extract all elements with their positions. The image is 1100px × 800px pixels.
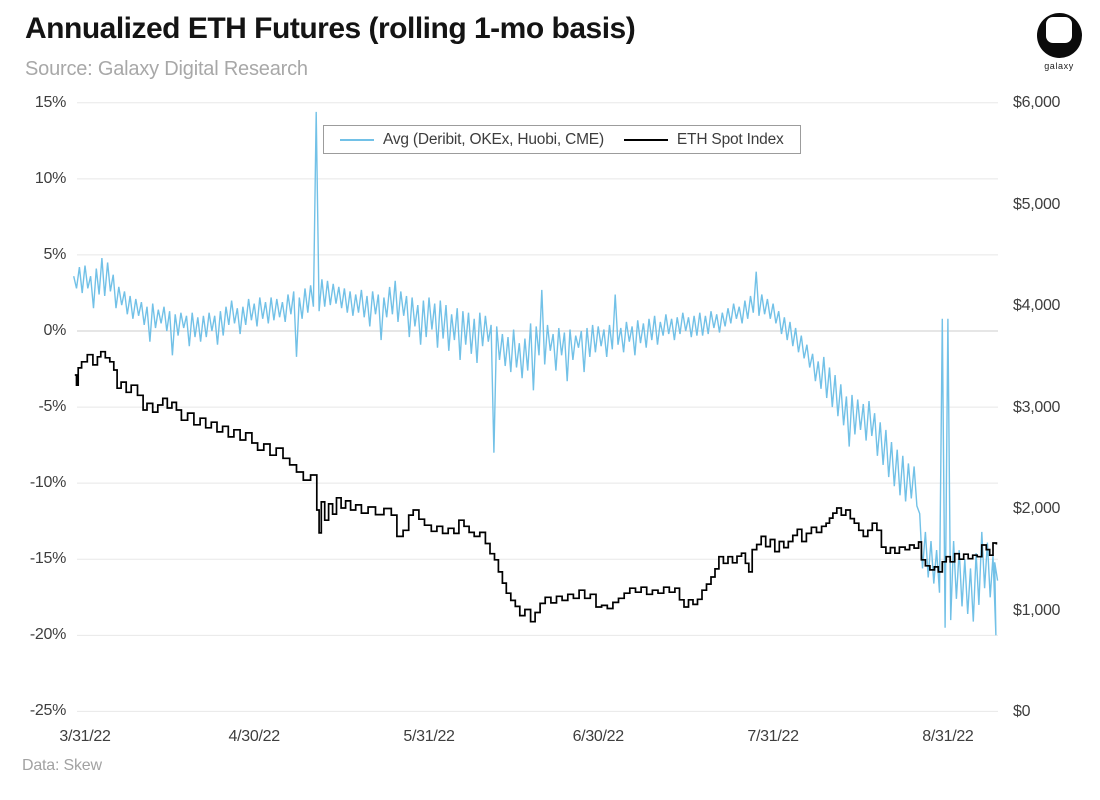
- y-axis-right-tick: $1,000: [1013, 601, 1061, 619]
- x-axis-tick: 4/30/22: [228, 728, 281, 745]
- y-axis-right-tick: $6,000: [1013, 94, 1061, 112]
- y-axis-left-tick: -15%: [29, 550, 66, 568]
- y-axis-right-tick: $2,000: [1013, 500, 1061, 517]
- x-axis-tick: 5/31/22: [403, 728, 455, 745]
- avg-basis-line: [73, 111, 999, 636]
- legend-label-spot: ETH Spot Index: [676, 130, 784, 148]
- chart-legend: Avg (Deribit, OKEx, Huobi, CME) ETH Spot…: [323, 125, 801, 154]
- x-axis-tick: 7/31/22: [747, 728, 799, 745]
- galaxy-logo-label: galaxy: [1044, 61, 1074, 71]
- y-axis-right-tick: $3,000: [1013, 398, 1061, 416]
- x-axis-tick: 6/30/22: [572, 728, 625, 745]
- x-axis-tick: 3/31/22: [59, 728, 111, 745]
- legend-line-spot-swatch: [623, 138, 668, 141]
- y-axis-left-tick: 5%: [43, 245, 66, 263]
- y-axis-left-tick: 15%: [34, 93, 66, 111]
- y-axis-left-tick: -5%: [38, 398, 66, 416]
- y-axis-left-tick: -20%: [29, 626, 66, 644]
- x-axis-tick: 8/31/22: [922, 728, 974, 745]
- galaxy-logo-icon: [1036, 13, 1082, 58]
- y-axis-left-tick: 0%: [43, 322, 66, 339]
- y-axis-left-tick: -25%: [29, 702, 66, 720]
- page-title: Annualized ETH Futures (rolling 1-mo bas…: [25, 12, 636, 45]
- galaxy-logo: galaxy: [1034, 13, 1084, 71]
- y-axis-right-tick: $5,000: [1013, 195, 1061, 213]
- source-subtitle: Source: Galaxy Digital Research: [25, 58, 308, 80]
- y-axis-right-tick: $4,000: [1013, 297, 1061, 314]
- data-attribution: Data: Skew: [22, 757, 102, 774]
- galaxy-logo-hole: [1046, 16, 1072, 43]
- legend-line-avg-swatch: [340, 138, 374, 141]
- legend-label-avg: Avg (Deribit, OKEx, Huobi, CME): [383, 130, 604, 148]
- y-axis-left-tick: 10%: [34, 169, 66, 187]
- y-axis-left-tick: -10%: [29, 474, 66, 492]
- y-axis-right-tick: $0: [1013, 703, 1031, 720]
- eth-spot-line: [74, 350, 998, 623]
